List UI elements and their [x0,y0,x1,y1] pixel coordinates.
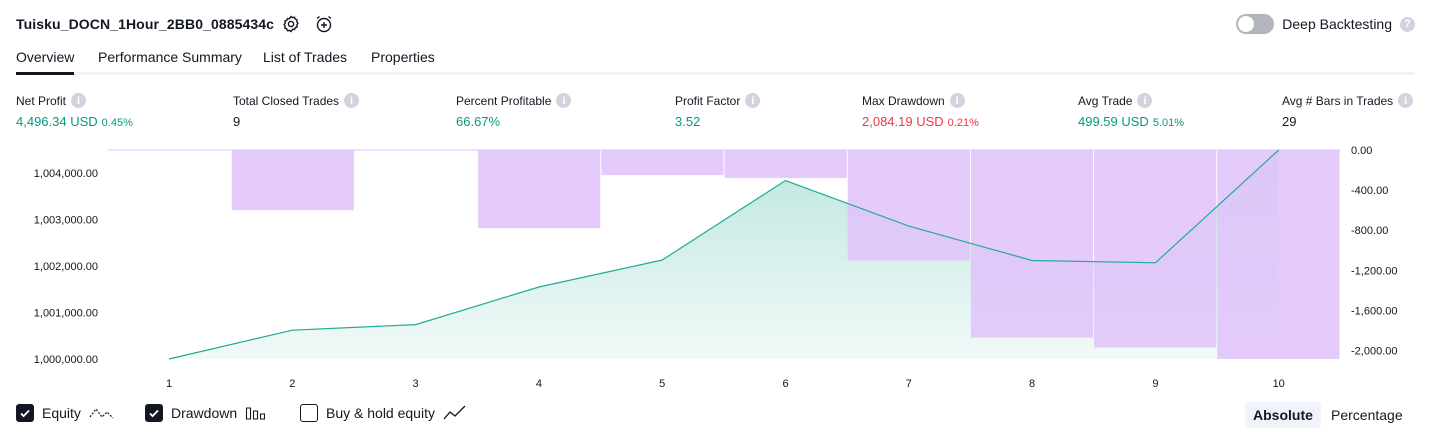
x-tick-label: 7 [906,378,912,390]
tab-performance-summary[interactable]: Performance Summary [98,49,242,72]
info-icon[interactable]: i [556,93,571,108]
info-icon[interactable]: i [950,93,965,108]
overview-stats: Net Profit i 4,496.34 USD 0.45% Total Clos… [16,93,1415,133]
drawdown-bar [478,150,600,228]
stat-value: 66.67% [456,114,500,129]
drawdown-bar [848,150,970,260]
drawdown-bar [232,150,354,210]
equity-line-icon [89,405,115,421]
y-right-tick-label: -800.00 [1351,225,1388,237]
stat-label: Avg # Bars in Trades [1282,94,1393,108]
stat-value: 2,084.19 USD [862,114,944,129]
stat-percent-profitable: Percent Profitable i 66.67% [456,93,571,129]
x-tick-label: 6 [782,378,788,390]
add-alert-clock-icon[interactable] [313,13,335,35]
y-right-tick-label: 0.00 [1351,145,1372,157]
report-header: Tuisku_DOCN_1Hour_2BB0_0885434c Deep Bac… [16,10,1415,38]
x-tick-label: 3 [413,378,419,390]
drawdown-bar [1094,150,1216,348]
deep-backtesting-control: Deep Backtesting ? [1236,14,1415,34]
stat-value: 4,496.34 USD [16,114,98,129]
legend-buy-hold-equity[interactable]: Buy & hold equity [300,404,467,422]
drawdown-label: Drawdown [171,405,237,421]
y-right-tick-label: -1,200.00 [1351,265,1397,277]
equity-checkbox[interactable] [16,404,34,422]
absolute-mode-button[interactable]: Absolute [1245,402,1321,428]
x-tick-label: 4 [536,378,542,390]
drawdown-bar [971,150,1093,338]
tab-overview[interactable]: Overview [16,49,74,75]
percentage-mode-button[interactable]: Percentage [1323,402,1411,428]
equity-drawdown-chart: 1,000,000.00 1,001,000.00 1,002,000.00 1,00… [0,140,1431,395]
y-right-tick-label: -1,600.00 [1351,305,1397,317]
stat-value: 29 [1282,114,1296,129]
x-tick-label: 1 [166,378,172,390]
drawdown-bar [1217,150,1339,359]
drawdown-bar [725,150,847,178]
stat-value: 9 [233,114,240,129]
stat-avg-trade: Avg Trade i 499.59 USD 5.01% [1078,93,1184,129]
tab-properties[interactable]: Properties [371,49,435,72]
report-tabs: Overview Performance Summary List of Tra… [16,46,1415,75]
x-tick-label: 2 [289,378,295,390]
buy-hold-line-icon [443,405,467,421]
x-tick-label: 9 [1152,378,1158,390]
x-tick-label: 8 [1029,378,1035,390]
y-left-tick-label: 1,000,000.00 [34,354,98,366]
y-left-tick-label: 1,002,000.00 [34,261,98,273]
y-right-tick-label: -2,000.00 [1351,346,1397,358]
tab-list-of-trades[interactable]: List of Trades [263,49,347,72]
stat-net-profit: Net Profit i 4,496.34 USD 0.45% [16,93,133,129]
stat-avg-bars-in-trades: Avg # Bars in Trades i 29 [1282,93,1413,129]
deep-backtesting-label: Deep Backtesting [1282,16,1392,32]
y-left-tick-label: 1,003,000.00 [34,215,98,227]
stat-value: 499.59 USD [1078,114,1149,129]
settings-gear-icon[interactable] [280,13,302,35]
y-left-tick-label: 1,004,000.00 [34,168,98,180]
stat-total-closed-trades: Total Closed Trades i 9 [233,93,359,129]
chart-footer: Equity Drawdown Buy & hold equity Absolu… [16,402,1415,428]
info-icon[interactable]: i [1398,93,1413,108]
stat-label: Total Closed Trades [233,94,339,108]
info-icon[interactable]: i [344,93,359,108]
x-tick-label: 5 [659,378,665,390]
y-right-tick-label: -400.00 [1351,185,1388,197]
stat-label: Avg Trade [1078,94,1132,108]
stat-label: Max Drawdown [862,94,945,108]
stat-label: Net Profit [16,94,66,108]
stat-label: Profit Factor [675,94,740,108]
buy-hold-label: Buy & hold equity [326,405,435,421]
x-tick-label: 10 [1273,378,1285,390]
info-icon[interactable]: i [71,93,86,108]
stat-percent: 5.01% [1153,117,1184,129]
deep-backtesting-toggle[interactable] [1236,14,1274,34]
deep-backtesting-help-icon[interactable]: ? [1400,17,1415,32]
info-icon[interactable]: i [1137,93,1152,108]
stat-max-drawdown: Max Drawdown i 2,084.19 USD 0.21% [862,93,979,129]
strategy-title: Tuisku_DOCN_1Hour_2BB0_0885434c [16,16,274,32]
stat-percent: 0.45% [102,117,133,129]
legend-drawdown[interactable]: Drawdown [145,404,267,422]
stat-profit-factor: Profit Factor i 3.52 [675,93,760,129]
chart-canvas: 1,000,000.00 1,001,000.00 1,002,000.00 1,00… [0,140,1431,395]
stat-percent: 0.21% [948,117,979,129]
drawdown-checkbox[interactable] [145,404,163,422]
buy-hold-checkbox[interactable] [300,404,318,422]
y-left-tick-label: 1,001,000.00 [34,308,98,320]
stat-label: Percent Profitable [456,94,551,108]
legend-equity[interactable]: Equity [16,404,115,422]
drawdown-bar [601,150,723,175]
stat-value: 3.52 [675,114,700,129]
equity-label: Equity [42,405,81,421]
drawdown-bars-icon [245,405,267,421]
info-icon[interactable]: i [745,93,760,108]
